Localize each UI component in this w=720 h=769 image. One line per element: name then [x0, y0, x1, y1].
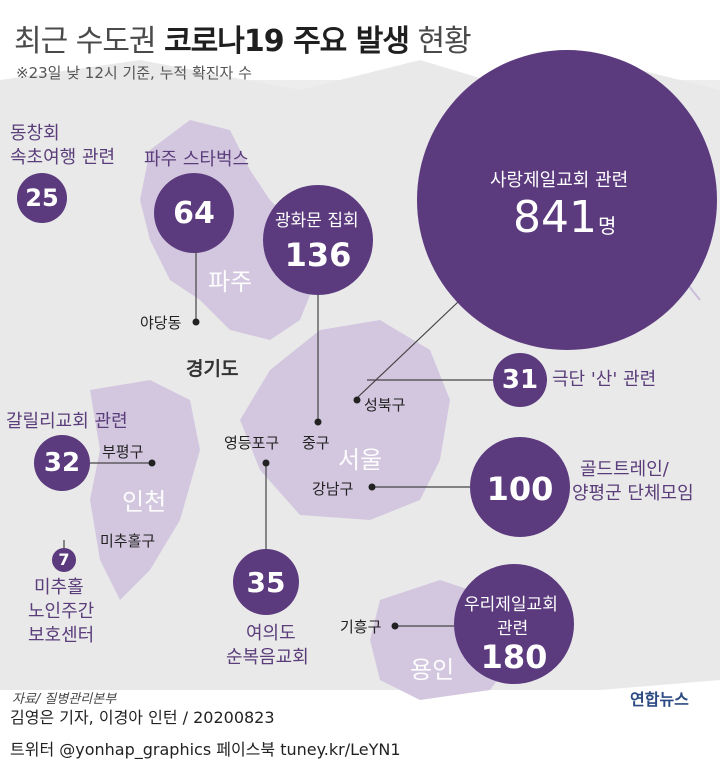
- region-gyeonggi: 경기도: [186, 358, 239, 380]
- label-michuhol-2: 노인주간: [28, 601, 95, 622]
- region-paju: 파주: [208, 268, 253, 296]
- unit-sarang: 명: [598, 214, 617, 238]
- incheon-region: [90, 380, 200, 600]
- place-seongbuk: 성북구: [364, 396, 406, 414]
- label-woori-2: 관련: [497, 619, 529, 639]
- count-sokcho: 25: [25, 184, 59, 212]
- place-yeongdeungpo: 영등포구: [224, 434, 280, 452]
- count-woori: 180: [480, 638, 548, 676]
- count-geukdan: 31: [501, 365, 539, 395]
- place-yadang: 야당동: [140, 314, 182, 332]
- bubble-yeouido: [233, 549, 299, 615]
- label-geukdan: 극단 '산' 관련: [552, 369, 657, 390]
- place-jung: 중구: [302, 434, 330, 452]
- place-bupyeong: 부평구: [102, 443, 144, 461]
- count-goldtrain: 100: [486, 470, 554, 508]
- count-gwanghwamun: 136: [284, 236, 352, 274]
- bubble-michuhol-center: [52, 548, 76, 572]
- location-dots: [148, 318, 399, 630]
- label-michuhol-1: 미추홀: [34, 577, 84, 598]
- bubble-goldtrain: [470, 437, 570, 537]
- bubble-sarang: [417, 50, 717, 350]
- connector-lines: [63, 240, 495, 627]
- bubble-woori: [454, 564, 574, 684]
- count-galilee: 32: [43, 448, 81, 478]
- bubble-paju-starbucks: [154, 173, 234, 253]
- region-yongin: 용인: [410, 656, 455, 684]
- label-paju-starbucks: 파주 스타벅스: [144, 149, 250, 170]
- count-paju-starbucks: 64: [173, 196, 215, 231]
- bubble-gwanghwamun: [263, 185, 373, 295]
- social-line: 트위터 @yonhap_graphics 페이스북 tuney.kr/LeYN1: [10, 740, 401, 759]
- source-note: 자료/ 질병관리본부: [12, 692, 117, 707]
- label-goldtrain-1: 골드트레인/: [580, 459, 669, 480]
- logo: 연합뉴스: [630, 690, 689, 709]
- region-seoul: 서울: [338, 446, 383, 474]
- place-gangnam: 강남구: [312, 480, 354, 498]
- bubble-sokcho: [17, 173, 67, 223]
- label-sarang: 사랑제일교회 관련: [490, 170, 629, 191]
- label-goldtrain-2: 양평군 단체모임: [572, 483, 694, 504]
- place-michuhol: 미추홀구: [100, 532, 156, 550]
- label-sokcho-1: 동창회: [10, 123, 60, 144]
- label-yeouido-1: 여의도: [246, 623, 296, 644]
- label-woori-1: 우리제일교회: [464, 595, 558, 615]
- bubble-geukdan: [493, 353, 547, 407]
- label-michuhol-3: 보호센터: [28, 625, 95, 646]
- label-sokcho-2: 속초여행 관련: [10, 147, 116, 168]
- credit-line: 김영은 기자, 이경아 인턴 / 20200823: [10, 708, 275, 727]
- count-michuhol-center: 7: [58, 550, 70, 569]
- label-yeouido-2: 순복음교회: [226, 647, 309, 668]
- place-giheung: 기흥구: [340, 618, 382, 636]
- label-gwanghwamun: 광화문 집회: [275, 211, 359, 231]
- seoul-region: [240, 320, 450, 520]
- region-incheon: 인천: [122, 488, 167, 516]
- label-galilee: 갈릴리교회 관련: [6, 411, 128, 432]
- page-title: 최근 수도권 코로나19 주요 발생 현황: [14, 24, 472, 59]
- bubble-galilee: [34, 435, 90, 491]
- count-sarang: 841: [513, 192, 597, 243]
- count-yeouido: 35: [246, 566, 286, 599]
- subtitle: ※23일 낮 12시 기준, 누적 확진자 수: [16, 64, 252, 82]
